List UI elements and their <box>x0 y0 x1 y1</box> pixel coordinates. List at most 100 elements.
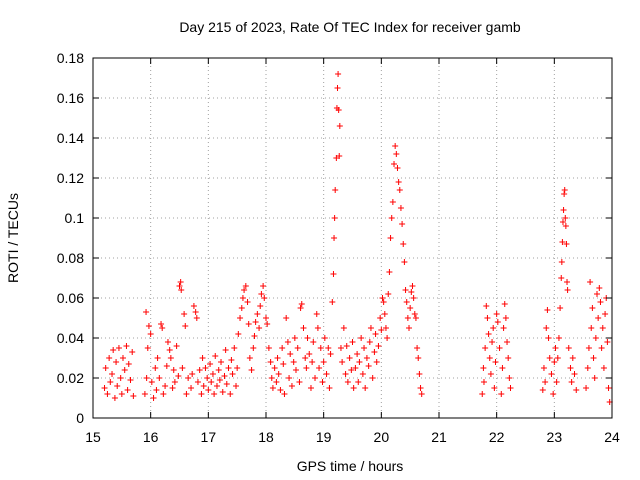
data-point <box>372 331 379 337</box>
x-tick-label: 22 <box>489 429 505 445</box>
data-point <box>296 379 303 385</box>
data-point <box>145 323 152 329</box>
data-point <box>196 367 203 373</box>
data-point <box>507 385 514 391</box>
x-tick-label: 15 <box>85 429 101 445</box>
data-point <box>482 345 489 351</box>
data-point <box>238 305 245 311</box>
data-point <box>560 207 567 213</box>
data-point <box>306 351 313 357</box>
data-point <box>162 383 169 389</box>
data-point <box>190 303 197 309</box>
data-point <box>207 361 214 367</box>
data-point <box>561 187 568 193</box>
data-point <box>392 143 399 149</box>
data-point <box>544 307 551 313</box>
data-point <box>283 315 290 321</box>
data-point <box>325 345 332 351</box>
data-point <box>170 367 177 373</box>
data-point <box>228 357 235 363</box>
data-point <box>221 373 228 379</box>
data-point <box>265 345 272 351</box>
data-point <box>335 71 342 77</box>
data-point <box>395 179 402 185</box>
data-point <box>412 315 419 321</box>
data-point <box>211 391 218 397</box>
data-point <box>591 375 598 381</box>
data-point <box>178 287 185 293</box>
data-point <box>194 379 201 385</box>
data-point <box>597 299 604 305</box>
data-point <box>204 375 211 381</box>
y-tick-label: 0.04 <box>57 330 84 346</box>
data-point <box>182 323 189 329</box>
x-tick-label: 23 <box>547 429 563 445</box>
data-point <box>102 365 109 371</box>
data-point <box>387 235 394 241</box>
data-point <box>573 387 580 393</box>
data-point <box>564 287 571 293</box>
data-point <box>373 359 380 365</box>
data-point <box>384 335 391 341</box>
data-point <box>317 345 324 351</box>
data-point <box>404 315 411 321</box>
data-point <box>291 335 298 341</box>
data-point <box>245 321 252 327</box>
data-point <box>348 367 355 373</box>
data-point <box>561 191 568 197</box>
data-point <box>141 391 148 397</box>
data-point <box>562 223 569 229</box>
data-point <box>109 371 116 377</box>
data-point <box>359 371 366 377</box>
data-point <box>121 367 128 373</box>
data-point <box>219 389 226 395</box>
data-point <box>202 365 209 371</box>
data-point <box>502 315 509 321</box>
data-point <box>188 385 195 391</box>
data-point <box>555 335 562 341</box>
data-point <box>416 371 423 377</box>
data-point <box>493 311 500 317</box>
y-tick-label: 0.14 <box>57 130 84 146</box>
data-point <box>225 365 232 371</box>
data-point <box>418 391 425 397</box>
data-point <box>486 355 493 361</box>
data-point <box>492 359 499 365</box>
data-point <box>340 325 347 331</box>
x-tick-label: 17 <box>201 429 217 445</box>
data-point <box>130 393 137 399</box>
data-point <box>107 379 114 385</box>
data-point <box>199 355 206 361</box>
y-tick-label: 0.18 <box>57 50 84 66</box>
data-point <box>589 305 596 311</box>
data-point <box>263 315 269 321</box>
data-point <box>548 371 555 377</box>
data-point <box>558 275 565 281</box>
data-point <box>241 287 248 293</box>
data-point <box>166 347 173 353</box>
data-point <box>264 321 271 327</box>
data-point <box>381 311 388 317</box>
data-point <box>284 339 291 345</box>
data-point <box>558 259 565 265</box>
data-point <box>183 391 190 397</box>
data-point <box>343 343 350 349</box>
data-point <box>584 365 591 371</box>
data-point <box>417 385 424 391</box>
data-point <box>379 295 386 301</box>
data-point <box>273 379 280 385</box>
data-point <box>233 383 240 389</box>
data-point <box>396 187 403 193</box>
data-point <box>335 107 342 113</box>
data-point <box>604 339 611 345</box>
data-point <box>339 359 346 365</box>
data-point <box>148 379 155 385</box>
data-point <box>319 379 326 385</box>
data-point <box>209 371 216 377</box>
data-point <box>218 359 225 365</box>
data-point <box>563 241 570 247</box>
data-point <box>491 385 498 391</box>
data-point <box>400 241 407 247</box>
data-point <box>290 359 297 365</box>
data-point <box>365 363 372 369</box>
